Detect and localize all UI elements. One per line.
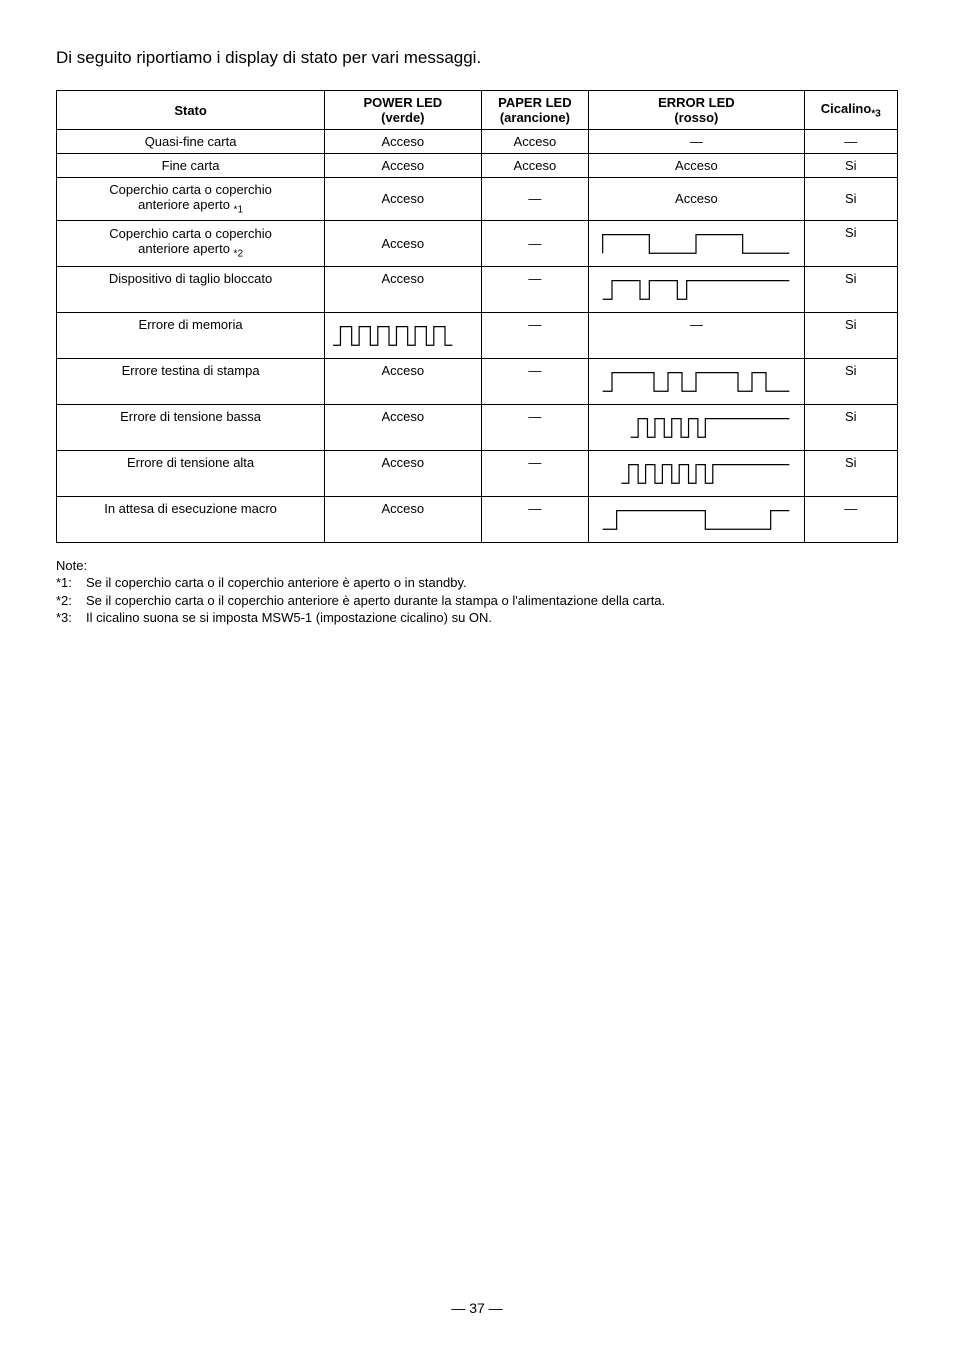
intro-text: Di seguito riportiamo i display di stato… [56, 48, 898, 68]
notes-section: Note: *1: Se il coperchio carta o il cop… [56, 557, 898, 627]
cell-power: Acceso [325, 404, 481, 450]
cell-cic: Si [804, 178, 897, 221]
cell-error: — [589, 130, 804, 154]
cell-stato: Errore di tensione alta [57, 450, 325, 496]
notes-title: Note: [56, 557, 898, 575]
note-item: *3: Il cicalino suona se si imposta MSW5… [56, 609, 898, 627]
waveform-icon [601, 229, 791, 257]
cell-stato: Errore testina di stampa [57, 358, 325, 404]
header-paper: PAPER LED(arancione) [481, 91, 589, 130]
note-label: *1: [56, 574, 86, 592]
cell-cic: — [804, 130, 897, 154]
cell-cic: Si [804, 404, 897, 450]
cell-cic: Si [804, 450, 897, 496]
table-row: Quasi-fine carta Acceso Acceso — — [57, 130, 898, 154]
table-row: Errore di tensione alta Acceso — Si [57, 450, 898, 496]
note-text: Se il coperchio carta o il coperchio ant… [86, 592, 898, 610]
cell-power: Acceso [325, 178, 481, 221]
cell-cic: — [804, 496, 897, 542]
cell-power: Acceso [325, 130, 481, 154]
cell-error [589, 266, 804, 312]
header-cicalino: Cicalino*3 [804, 91, 897, 130]
waveform-icon [601, 367, 791, 395]
page-number: — 37 — [0, 1300, 954, 1316]
cell-power: Acceso [325, 358, 481, 404]
cell-error [589, 496, 804, 542]
cell-power: Acceso [325, 154, 481, 178]
table-row: Errore testina di stampa Acceso — Si [57, 358, 898, 404]
cell-power [325, 312, 481, 358]
cell-stato: Quasi-fine carta [57, 130, 325, 154]
header-error: ERROR LED(rosso) [589, 91, 804, 130]
cell-power: Acceso [325, 496, 481, 542]
table-row: In attesa di esecuzione macro Acceso — — [57, 496, 898, 542]
cell-stato: Coperchio carta o coperchioanteriore ape… [57, 220, 325, 266]
waveform-icon [333, 321, 473, 349]
table-row: Errore di memoria — — Si [57, 312, 898, 358]
cell-paper: Acceso [481, 154, 589, 178]
cell-paper: — [481, 266, 589, 312]
cell-error: Acceso [589, 178, 804, 221]
header-row: Stato POWER LED(verde) PAPER LED(arancio… [57, 91, 898, 130]
cell-cic: Si [804, 154, 897, 178]
cell-paper: — [481, 450, 589, 496]
waveform-icon [601, 459, 791, 487]
cell-power: Acceso [325, 450, 481, 496]
cell-error [589, 220, 804, 266]
cell-paper: Acceso [481, 130, 589, 154]
cell-stato: Coperchio carta o coperchioanteriore ape… [57, 178, 325, 221]
cell-paper: — [481, 358, 589, 404]
cell-cic: Si [804, 312, 897, 358]
cell-paper: — [481, 220, 589, 266]
cell-error: Acceso [589, 154, 804, 178]
header-stato: Stato [57, 91, 325, 130]
cell-paper: — [481, 312, 589, 358]
cell-stato: In attesa di esecuzione macro [57, 496, 325, 542]
cell-power: Acceso [325, 266, 481, 312]
waveform-icon [601, 413, 791, 441]
waveform-icon [601, 275, 791, 303]
note-item: *1: Se il coperchio carta o il coperchio… [56, 574, 898, 592]
note-label: *2: [56, 592, 86, 610]
table-row: Dispositivo di taglio bloccato Acceso — … [57, 266, 898, 312]
table-row: Coperchio carta o coperchioanteriore ape… [57, 178, 898, 221]
table-row: Errore di tensione bassa Acceso — Si [57, 404, 898, 450]
cell-stato: Fine carta [57, 154, 325, 178]
cell-cic: Si [804, 220, 897, 266]
cell-stato: Dispositivo di taglio bloccato [57, 266, 325, 312]
cell-paper: — [481, 496, 589, 542]
cell-stato: Errore di tensione bassa [57, 404, 325, 450]
status-table: Stato POWER LED(verde) PAPER LED(arancio… [56, 90, 898, 543]
cell-power: Acceso [325, 220, 481, 266]
cell-paper: — [481, 178, 589, 221]
note-item: *2: Se il coperchio carta o il coperchio… [56, 592, 898, 610]
cell-error [589, 450, 804, 496]
cell-stato: Errore di memoria [57, 312, 325, 358]
table-row: Coperchio carta o coperchioanteriore ape… [57, 220, 898, 266]
note-text: Se il coperchio carta o il coperchio ant… [86, 574, 898, 592]
waveform-icon [601, 505, 791, 533]
cell-error [589, 404, 804, 450]
cell-error [589, 358, 804, 404]
table-row: Fine carta Acceso Acceso Acceso Si [57, 154, 898, 178]
header-power: POWER LED(verde) [325, 91, 481, 130]
note-label: *3: [56, 609, 86, 627]
note-text: Il cicalino suona se si imposta MSW5-1 (… [86, 609, 898, 627]
cell-cic: Si [804, 358, 897, 404]
cell-cic: Si [804, 266, 897, 312]
cell-paper: — [481, 404, 589, 450]
cell-error: — [589, 312, 804, 358]
